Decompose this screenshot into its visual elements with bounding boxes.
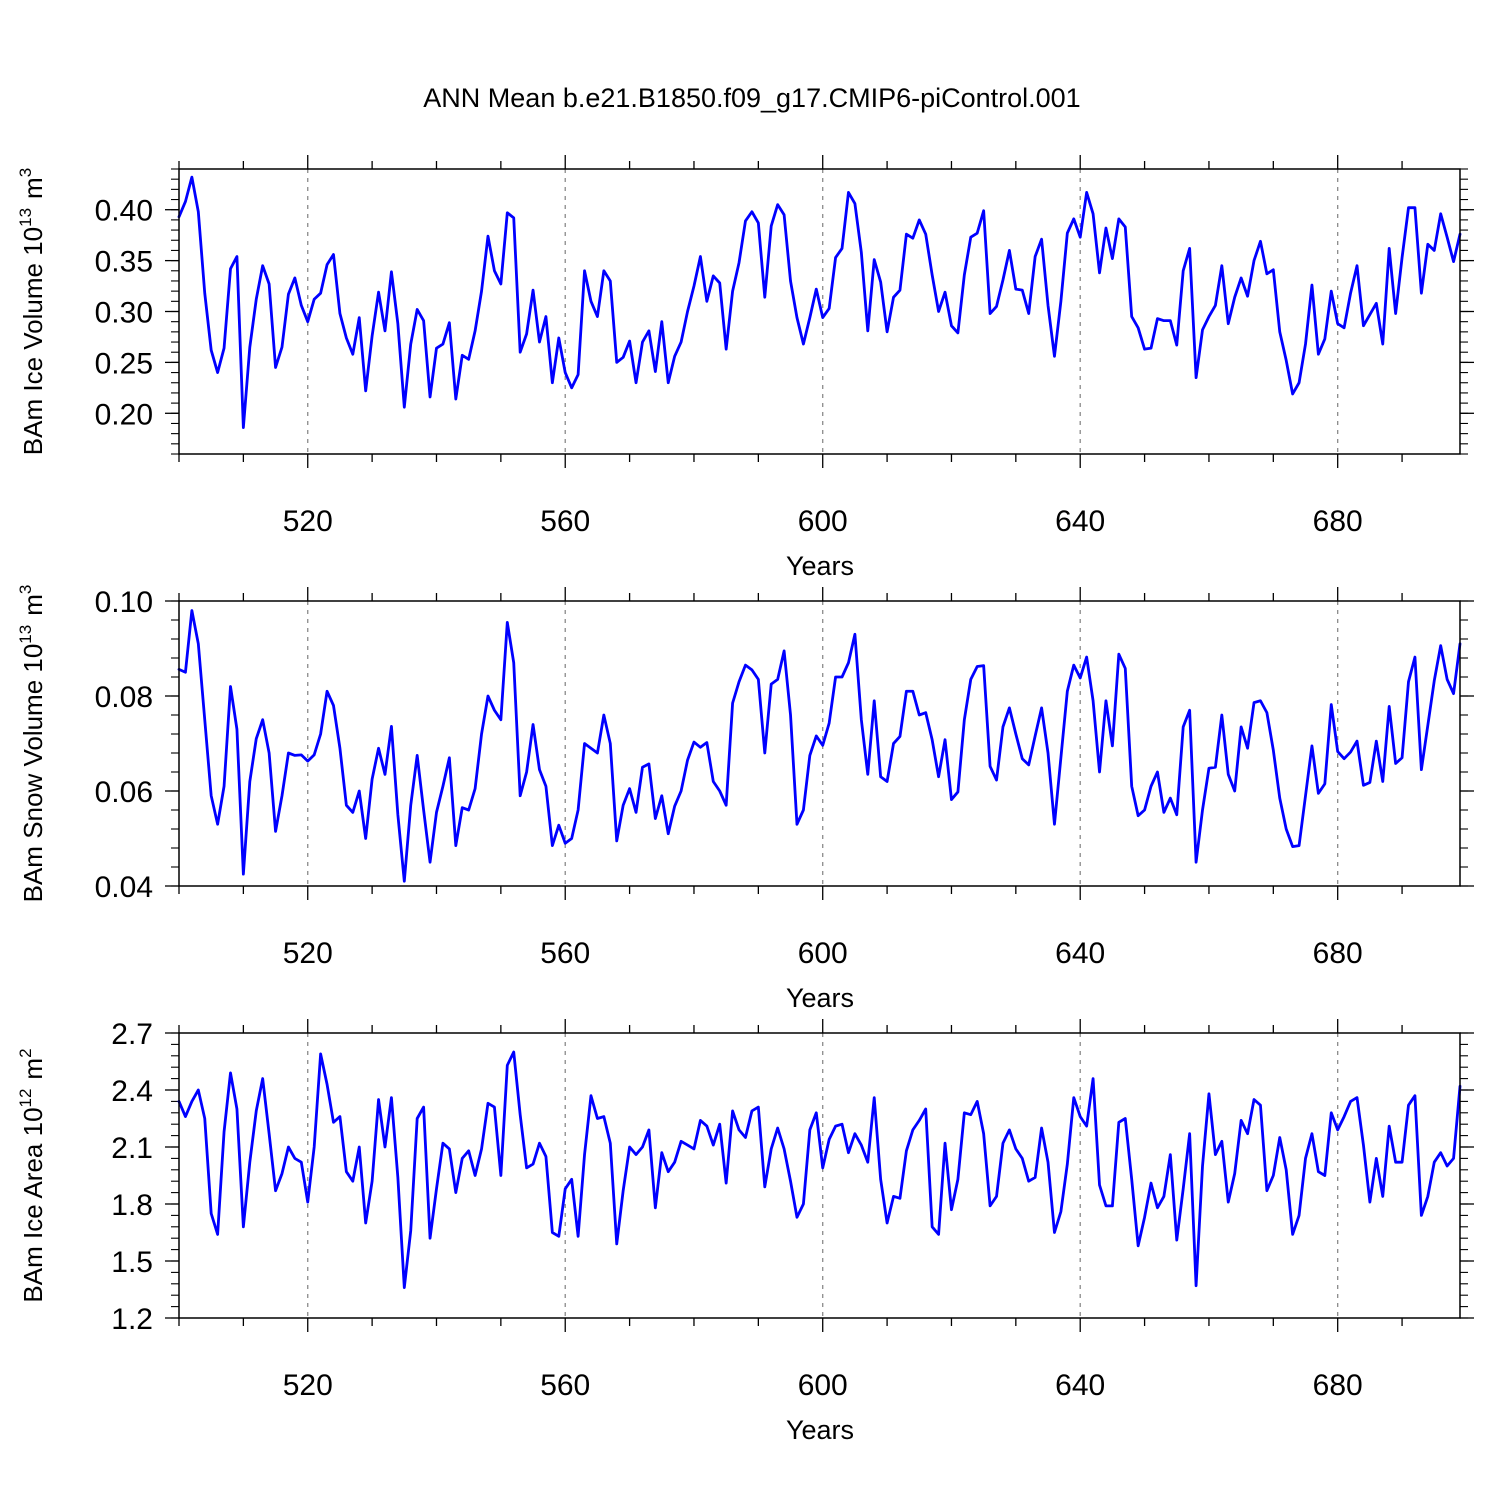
chart-1-y-tick-label-0.40: 0.40 [95,195,153,228]
chart-2-y-axis-label-ylabel: BAm Snow Volume 10 [18,644,48,903]
chart-3-y-axis-label-ylabel-unit: m [18,1058,48,1080]
chart-2-x-tick-label-680: 680 [1313,937,1363,970]
chart-2-y-tick-label-0.10: 0.10 [95,586,153,619]
chart-2: 0.04 0.06 0.08 0.10 520 560 600 640 680 Years BAm … [16,585,1474,1013]
chart-3-y-axis-label: BAm Ice Area 1012 m2 [16,1048,48,1302]
chart-1-x-tick-label-680: 680 [1313,505,1363,538]
chart-1-y-axis-label-ylabel: BAm Ice Volume 10 [18,227,48,455]
chart-3-series-line-1 [177,1050,1462,1289]
chart-1-y-axis-label-ylabel-unit: m [18,177,48,199]
chart-1: 0.20 0.25 0.30 0.35 0.40 520 560 600 640 680 Years… [16,155,1474,581]
chart-2-y-tick-label-0.04: 0.04 [95,871,153,904]
chart-3-frame [178,1032,1461,1319]
chart-1-y-tick-label-0.25: 0.25 [95,347,153,380]
chart-1-x-tick-label-640: 640 [1055,505,1105,538]
chart-3-y-tick-label-2.1: 2.1 [111,1132,153,1165]
chart-3-y-tick-label-1.5: 1.5 [111,1246,153,1279]
chart-3-x-axis-label: Years [786,1415,854,1445]
chart-2-frame [178,600,1461,887]
chart-1-y-axis-label-ylabel-exp: 13 [16,208,35,227]
chart-1-y-axis-label: BAm Ice Volume 1013 m3 [16,168,48,455]
chart-3-x-tick-label-640: 640 [1055,1369,1105,1402]
chart-3-y-tick-label-1.2: 1.2 [111,1303,153,1336]
chart-3-x-tick-label-680: 680 [1313,1369,1363,1402]
figure-title: ANN Mean b.e21.B1850.f09_g17.CMIP6-piCon… [423,83,1080,113]
chart-2-y-tick-label-0.08: 0.08 [95,681,153,714]
chart-3: 1.2 1.5 1.8 2.1 2.4 2.7 520 560 600 640 680 Years BA… [16,1018,1474,1445]
chart-1-x-tick-label-560: 560 [540,505,590,538]
chart-2-x-tick-label-560: 560 [540,937,590,970]
chart-1-x-tick-label-600: 600 [798,505,848,538]
chart-1-x-axis-label: Years [786,551,854,581]
chart-2-x-tick-label-640: 640 [1055,937,1105,970]
chart-3-y-tick-label-2.4: 2.4 [111,1075,153,1108]
chart-2-y-axis-label: BAm Snow Volume 1013 m3 [16,585,48,903]
chart-1-y-tick-label-0.30: 0.30 [95,297,153,330]
chart-2-y-tick-label-0.06: 0.06 [95,776,153,809]
chart-2-x-tick-label-600: 600 [798,937,848,970]
chart-2-x-tick-label-520: 520 [283,937,333,970]
chart-3-x-tick-label-560: 560 [540,1369,590,1402]
chart-3-y-tick-label-2.7: 2.7 [111,1018,153,1051]
chart-2-y-axis-label-ylabel-exp: 13 [16,625,35,644]
chart-2-y-axis-label-ylabel-unit: m [18,594,48,616]
chart-3-y-tick-label-1.8: 1.8 [111,1189,153,1222]
chart-1-series-line-1 [177,175,1462,429]
chart-2-y-axis-label-ylabel-unit-exp: 3 [16,585,35,594]
chart-1-y-tick-label-0.20: 0.20 [95,398,153,431]
chart-1-y-tick-label-0.35: 0.35 [95,246,153,279]
chart-2-x-axis-label: Years [786,983,854,1013]
chart-3-y-axis-label-ylabel-exp: 12 [16,1089,35,1108]
chart-3-x-tick-label-520: 520 [283,1369,333,1402]
chart-2-series-line-1 [177,609,1462,883]
chart-3-x-tick-label-600: 600 [798,1369,848,1402]
chart-1-frame [178,168,1461,455]
chart-3-y-axis-label-ylabel-unit-exp: 2 [16,1048,35,1057]
chart-1-y-axis-label-ylabel-unit-exp: 3 [16,168,35,177]
chart-1-x-tick-label-520: 520 [283,505,333,538]
chart-3-y-axis-label-ylabel: BAm Ice Area 10 [18,1107,48,1302]
panels: 0.20 0.25 0.30 0.35 0.40 520 560 600 640 680 Years… [16,155,1474,1445]
